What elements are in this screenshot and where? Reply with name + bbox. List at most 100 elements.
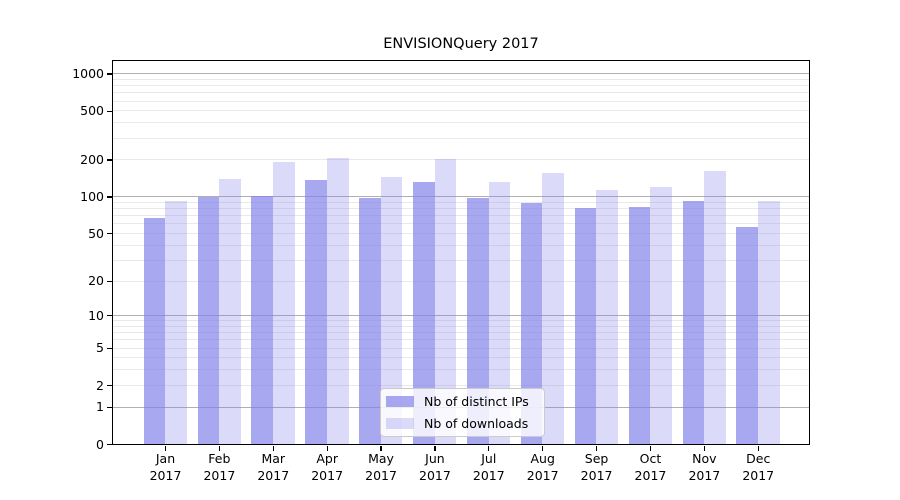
x-tick-label-month: Sep xyxy=(584,451,609,466)
gridline-minor-6 xyxy=(112,339,810,341)
y-tick-label-1: 1 xyxy=(96,399,104,415)
bar-distinct-ips-feb xyxy=(197,197,220,445)
legend-swatch-downloads xyxy=(386,417,414,430)
x-tick-label-month: Jan xyxy=(155,451,176,466)
bar-distinct-ips-may xyxy=(359,197,381,445)
x-tick-label-year: 2017 xyxy=(419,467,451,483)
x-tick-mark-jun xyxy=(434,446,436,451)
gridline-minor-300 xyxy=(112,137,810,139)
gridline-minor-50 xyxy=(112,232,810,234)
legend-label-downloads: Nb of downloads xyxy=(424,416,529,431)
x-tick-label-year: 2017 xyxy=(742,467,775,483)
bar-distinct-ips-dec xyxy=(736,226,759,445)
x-tick-label-year: 2017 xyxy=(526,467,559,483)
x-tick-label-month: Mar xyxy=(261,451,286,466)
x-tick-mark-sep xyxy=(595,446,598,451)
legend-entry-distinct-ips: Nb of distinct IPs xyxy=(386,394,536,409)
bar-downloads-mar xyxy=(273,162,295,445)
y-tick-label-1000: 1000 xyxy=(72,66,104,81)
bar-distinct-ips-jan xyxy=(143,218,166,445)
gridline-minor-2 xyxy=(112,384,810,386)
y-tick-label-2: 2 xyxy=(96,377,104,393)
y-tick-label-0: 0 xyxy=(96,436,104,452)
gridline-major-100 xyxy=(112,196,810,198)
y-tick-label-100: 100 xyxy=(80,189,104,204)
bar-distinct-ips-sep xyxy=(574,207,597,445)
gridline-minor-600 xyxy=(112,100,810,102)
bar-distinct-ips-aug xyxy=(520,202,543,445)
x-tick-label-may: May 2017 xyxy=(346,451,416,484)
bar-downloads-jul xyxy=(488,182,511,445)
x-tick-mark-nov xyxy=(703,446,705,451)
x-tick-label-month: Apr xyxy=(316,451,338,466)
x-tick-label-year: 2017 xyxy=(472,467,505,483)
bar-downloads-aug xyxy=(542,173,565,445)
x-tick-mark-aug xyxy=(542,446,544,451)
gridline-minor-7 xyxy=(112,332,810,334)
bar-downloads-jun xyxy=(434,158,457,445)
bar-downloads-may xyxy=(380,176,403,445)
gridline-minor-20 xyxy=(112,280,810,282)
chart-title: ENVISIONQuery 2017 xyxy=(383,36,539,52)
gridline-minor-200 xyxy=(112,159,810,161)
bar-distinct-ips-oct xyxy=(628,206,651,445)
y-tick-label-500: 500 xyxy=(80,103,104,119)
bar-downloads-jan xyxy=(165,201,187,445)
x-tick-label-year: 2017 xyxy=(365,467,397,483)
legend: Nb of distinct IPs Nb of downloads xyxy=(380,388,545,437)
x-tick-label-year: 2017 xyxy=(203,467,236,483)
gridline-minor-70 xyxy=(112,215,810,217)
x-tick-label-jul: Jul 2017 xyxy=(454,451,524,484)
bar-downloads-apr xyxy=(326,157,349,445)
x-tick-label-feb: Feb 2017 xyxy=(184,451,254,484)
x-tick-label-month: Aug xyxy=(530,451,555,466)
y-tick-label-20: 20 xyxy=(88,273,104,289)
legend-swatch-distinct-ips xyxy=(386,395,414,408)
x-tick-label-month: Jul xyxy=(481,451,497,466)
bar-downloads-dec xyxy=(758,201,780,445)
y-tick-label-50: 50 xyxy=(88,225,104,241)
x-tick-label-month: Jun xyxy=(425,451,445,466)
gridline-minor-60 xyxy=(112,223,810,225)
gridline-minor-400 xyxy=(112,122,810,124)
x-tick-label-month: Feb xyxy=(208,451,231,466)
x-tick-label-month: Oct xyxy=(639,451,662,466)
gridline-minor-90 xyxy=(112,201,810,203)
bar-downloads-oct xyxy=(650,187,672,445)
x-tick-label-month: Nov xyxy=(692,451,717,466)
bar-distinct-ips-jun xyxy=(413,182,435,445)
x-tick-mark-may xyxy=(380,446,382,451)
legend-label-distinct-ips: Nb of distinct IPs xyxy=(424,394,529,409)
bar-distinct-ips-mar xyxy=(251,195,274,445)
x-tick-label-jan: Jan 2017 xyxy=(131,451,201,484)
x-tick-mark-apr xyxy=(326,446,328,451)
gridline-major-10 xyxy=(112,315,810,317)
x-tick-label-mar: Mar 2017 xyxy=(238,451,308,484)
gridline-minor-900 xyxy=(112,78,810,80)
x-tick-label-year: 2017 xyxy=(149,467,182,483)
x-tick-label-year: 2017 xyxy=(311,467,344,483)
bar-distinct-ips-apr xyxy=(305,180,327,445)
y-tick-label-200: 200 xyxy=(80,152,104,168)
x-tick-mark-dec xyxy=(757,446,759,451)
x-tick-label-jun: Jun 2017 xyxy=(400,451,470,484)
x-tick-label-apr: Apr 2017 xyxy=(292,451,362,484)
gridline-minor-8 xyxy=(112,325,810,327)
gridline-minor-3 xyxy=(112,369,810,371)
x-tick-mark-jan xyxy=(164,446,167,451)
x-tick-mark-mar xyxy=(272,446,274,451)
gridline-minor-5 xyxy=(112,347,810,349)
bar-downloads-sep xyxy=(596,190,618,445)
x-tick-mark-jul xyxy=(488,446,490,451)
x-tick-mark-feb xyxy=(218,446,220,451)
gridline-minor-30 xyxy=(112,259,810,261)
gridline-minor-800 xyxy=(112,85,810,87)
x-tick-label-month: May xyxy=(368,451,394,466)
x-tick-label-year: 2017 xyxy=(580,467,613,483)
x-tick-label-year: 2017 xyxy=(257,467,290,483)
gridline-minor-700 xyxy=(112,92,810,94)
gridline-minor-40 xyxy=(112,244,810,246)
x-tick-label-dec: Dec 2017 xyxy=(723,451,793,484)
x-tick-label-month: Dec xyxy=(746,451,771,466)
